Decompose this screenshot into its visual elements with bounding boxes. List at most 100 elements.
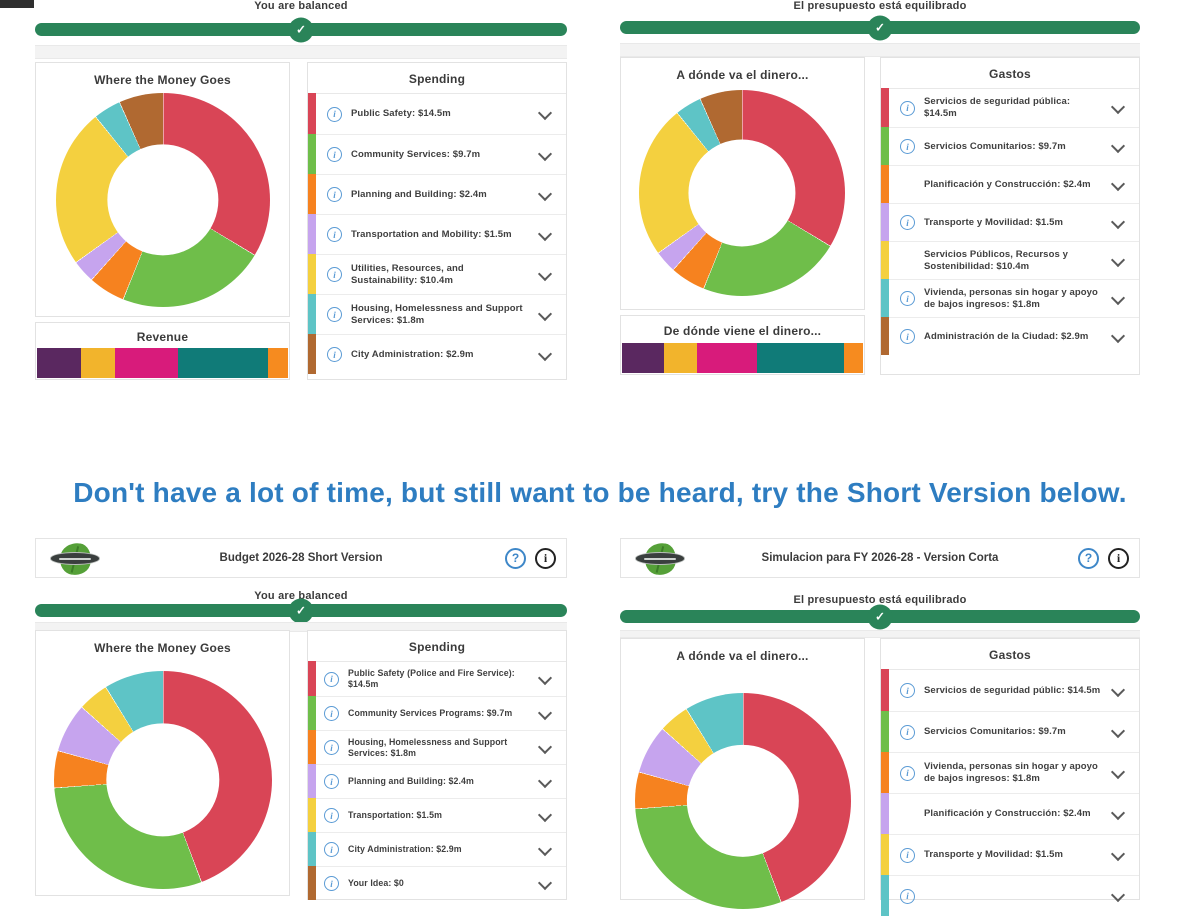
info-icon[interactable]: i <box>327 227 342 242</box>
chevron-down-icon[interactable] <box>1110 138 1126 153</box>
info-icon[interactable]: i <box>900 329 915 344</box>
info-icon[interactable]: i <box>900 765 915 781</box>
chevron-down-icon[interactable] <box>1110 328 1126 343</box>
info-icon[interactable]: i <box>900 847 915 863</box>
info-icon[interactable]: i <box>327 307 342 322</box>
chevron-down-icon[interactable] <box>1110 176 1126 191</box>
info-icon[interactable]: i <box>535 547 556 569</box>
list-item[interactable]: i Housing, Homelessness and Support Servi… <box>308 730 566 764</box>
revenue-segment[interactable] <box>267 348 288 378</box>
revenue-segment[interactable] <box>622 343 665 373</box>
list-item[interactable]: iPlanificación y Construcción: $2.4m <box>881 165 1139 203</box>
revenue-segment[interactable] <box>80 348 115 378</box>
info-icon[interactable]: i <box>324 671 339 687</box>
info-icon[interactable]: i <box>327 106 342 122</box>
list-item[interactable]: i Transporte y Movilidad: $1.5m <box>881 203 1139 241</box>
list-item[interactable]: i Community Services: $9.7m <box>308 134 566 174</box>
revenue-segment[interactable] <box>756 343 844 373</box>
chevron-down-icon[interactable] <box>537 186 553 201</box>
info-icon[interactable]: i <box>900 888 915 904</box>
chevron-down-icon[interactable] <box>1110 252 1126 267</box>
list-item[interactable]: i Community Services Programs: $9.7m <box>308 696 566 730</box>
revenue-stacked-bar[interactable] <box>622 343 863 373</box>
info-icon[interactable]: i <box>324 706 339 721</box>
info-icon[interactable]: i <box>324 842 339 857</box>
chevron-down-icon[interactable] <box>1110 723 1126 739</box>
info-icon[interactable]: i <box>327 267 342 282</box>
chevron-down-icon[interactable] <box>537 773 553 788</box>
info-icon[interactable]: i <box>900 100 915 116</box>
chevron-down-icon[interactable] <box>537 346 553 361</box>
chevron-down-icon[interactable] <box>537 739 553 754</box>
chevron-down-icon[interactable] <box>1110 846 1126 862</box>
chevron-down-icon[interactable] <box>1110 290 1126 305</box>
list-item[interactable]: i Housing, Homelessness and Support Servi… <box>308 294 566 334</box>
revenue-segment[interactable] <box>696 343 757 373</box>
list-item[interactable]: i Servicios Comunitarios: $9.7m <box>881 127 1139 165</box>
chevron-down-icon[interactable] <box>537 306 553 321</box>
chevron-down-icon[interactable] <box>537 226 553 241</box>
list-item[interactable]: i Transporte y Movilidad: $1.5m <box>881 834 1139 875</box>
balance-progress-bar[interactable]: ✓ <box>35 598 567 623</box>
chevron-down-icon[interactable] <box>1110 99 1126 115</box>
spending-donut-chart[interactable] <box>54 671 272 889</box>
info-icon[interactable]: i <box>324 774 339 789</box>
info-icon[interactable]: i <box>1108 547 1129 569</box>
list-item[interactable]: i Servicios de seguridad pública: $14.5m <box>881 88 1139 127</box>
info-icon[interactable]: i <box>900 683 915 698</box>
chevron-down-icon[interactable] <box>1110 214 1126 229</box>
balance-progress-bar[interactable]: ✓ <box>620 604 1140 629</box>
chevron-down-icon[interactable] <box>537 807 553 822</box>
info-icon[interactable]: i <box>900 724 915 740</box>
spending-donut-chart[interactable] <box>639 90 845 296</box>
list-item[interactable]: i Planning and Building: $2.4m <box>308 174 566 214</box>
list-item[interactable]: i Vivienda, personas sin hogar y apoyo de… <box>881 279 1139 317</box>
list-item[interactable]: i Transportation: $1.5m <box>308 798 566 832</box>
list-item[interactable]: i Servicios de seguridad públic: $14.5m <box>881 669 1139 711</box>
list-item[interactable]: i Public Safety (Police and Fire Service)… <box>308 661 566 696</box>
chevron-down-icon[interactable] <box>537 841 553 856</box>
chevron-down-icon[interactable] <box>537 266 553 281</box>
list-item[interactable]: i Planning and Building: $2.4m <box>308 764 566 798</box>
info-icon[interactable]: i <box>324 876 339 891</box>
chevron-down-icon[interactable] <box>1110 805 1126 821</box>
revenue-segment[interactable] <box>177 348 268 378</box>
list-item[interactable]: i <box>881 875 1139 916</box>
chevron-down-icon[interactable] <box>1110 682 1126 697</box>
chevron-down-icon[interactable] <box>537 705 553 720</box>
help-icon[interactable]: ? <box>1078 547 1099 569</box>
chevron-down-icon[interactable] <box>1110 764 1126 780</box>
info-icon[interactable]: i <box>900 215 915 230</box>
balance-progress-bar[interactable]: ✓ <box>620 15 1140 40</box>
revenue-segment[interactable] <box>843 343 863 373</box>
list-item[interactable]: i City Administration: $2.9m <box>308 334 566 374</box>
chevron-down-icon[interactable] <box>537 670 553 686</box>
info-icon[interactable]: i <box>324 740 339 755</box>
balance-progress-bar[interactable]: ✓ <box>35 17 567 42</box>
chevron-down-icon[interactable] <box>537 146 553 161</box>
list-item[interactable]: i City Administration: $2.9m <box>308 832 566 866</box>
info-icon[interactable]: i <box>327 147 342 162</box>
list-item[interactable]: iPlanificación y Construcción: $2.4m <box>881 793 1139 834</box>
info-icon[interactable]: i <box>327 187 342 202</box>
spending-donut-chart[interactable] <box>635 693 851 909</box>
list-item[interactable]: i Transportation and Mobility: $1.5m <box>308 214 566 254</box>
list-item[interactable]: i Utilities, Resources, and Sustainabilit… <box>308 254 566 294</box>
spending-donut-chart[interactable] <box>56 93 270 307</box>
list-item[interactable]: i Administración de la Ciudad: $2.9m <box>881 317 1139 355</box>
info-icon[interactable]: i <box>324 808 339 823</box>
chevron-down-icon[interactable] <box>537 875 553 890</box>
revenue-segment[interactable] <box>114 348 178 378</box>
list-item[interactable]: i Public Safety: $14.5m <box>308 93 566 134</box>
list-item[interactable]: i Your Idea: $0 <box>308 866 566 900</box>
help-icon[interactable]: ? <box>505 547 526 569</box>
info-icon[interactable]: i <box>900 291 915 306</box>
revenue-segment[interactable] <box>37 348 81 378</box>
list-item[interactable]: i Servicios Comunitarios: $9.7m <box>881 711 1139 752</box>
revenue-segment[interactable] <box>664 343 697 373</box>
chevron-down-icon[interactable] <box>537 105 553 121</box>
info-icon[interactable]: i <box>327 347 342 362</box>
list-item[interactable]: i Vivienda, personas sin hogar y apoyo de… <box>881 752 1139 793</box>
revenue-stacked-bar[interactable] <box>37 348 288 378</box>
